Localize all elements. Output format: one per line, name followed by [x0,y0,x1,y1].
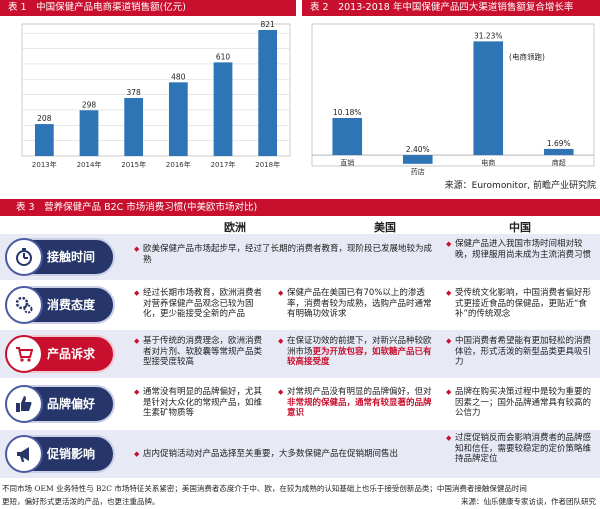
data-label: 31.23% [474,31,503,40]
table-row-brand-preference: 品牌偏好 通常没有明显的品牌偏好，尤其是针对大众化的常规产品，如维生素矿物质等 … [0,380,600,428]
footnote: 不同市场 OEM 业务特性与 B2C 市场特征关系紧密；美国消费者态度介于中、欧… [2,484,596,506]
footnote-credit: 来源：仙乐健康专家访谈，作者团队研究 [461,497,596,506]
row-label-contact-time: 接触时间 [5,238,115,276]
x-tick-label: 电商 [481,158,495,167]
data-label: 2.40% [406,145,430,154]
data-label: 208 [37,114,52,123]
cell-usa-brand-preference: 对常规产品没有明显的品牌偏好，但对非常规的保健品，通常有较显著的品牌意识 [278,387,436,419]
x-tick-label: 2017年 [211,160,236,169]
chart2-title: 表 2 2013-2018 年中国保健产品四大渠道销售额复合增长率 [302,0,600,16]
data-label: 378 [127,88,142,97]
cell-europe-promotion: 店内促销活动对产品选择至关重要，大多数保健产品在促销期间售出 [134,449,434,460]
annotation: (电商领跑) [509,51,545,61]
x-tick-label: 2018年 [255,160,280,169]
bar-2015年 [124,97,144,156]
row-label-attitude: 消费态度 [5,286,115,324]
column-header-usa: 美国 [374,221,396,234]
x-tick-label: 2016年 [166,160,191,169]
table-row-promotion: 促销影响 店内促销活动对产品选择至关重要，大多数保健产品在促销期间售出 过度促销… [0,430,600,478]
chart2-bar-chart: 10.18% 直销 2.40% 药店 31.23% 电商 (电商领跑) 1.69% 商超 [311,23,595,176]
x-tick-label: 2013年 [32,160,57,169]
data-label: 1.69% [547,139,571,148]
data-label: 610 [216,52,231,61]
bar-药店 [402,155,433,164]
table-row-product-demand: 产品诉求 基于传统的消费理念，欧洲消费者对片剂、软胶囊等常规产品类型接受度较高 … [0,330,600,378]
cell-china-brand-preference: 品牌在购买决策过程中是较为重要的因素之一；国外品牌通常具有较高的公信力 [446,387,596,419]
bar-商超 [543,148,574,156]
column-header-china: 中国 [509,221,531,234]
timer-icon [16,248,32,266]
bar-直销 [332,118,363,156]
x-tick-label: 直销 [340,158,354,167]
x-tick-label: 2014年 [77,160,102,169]
data-label: 10.18% [333,108,362,117]
table-row-contact-time: 接触时间 欧美保健产品市场起步早，经过了长期的消费者教育，现阶段已发展地较为成熟… [0,234,600,280]
usa-product-demand-highlight: 更为开放包容，如软糖产品已有较高接受度 [287,346,432,368]
x-tick-label: 商超 [552,158,566,167]
gears-icon [15,296,33,314]
bar-2016年 [168,82,188,156]
bar-电商 [473,41,504,156]
cell-europe-contact-time: 欧美保健产品市场起步早，经过了长期的消费者教育，现阶段已发展地较为成熟 [134,244,434,265]
cell-china-attitude: 受传统文化影响，中国消费者偏好形式更接近食品的保健品，更贴近“食补”的传统观念 [446,288,596,320]
row-label-product-demand: 产品诉求 [5,335,115,373]
megaphone-icon [17,447,29,462]
x-tick-label: 药店 [411,167,425,176]
x-tick-label: 2015年 [121,160,146,169]
bar-2017年 [213,62,233,156]
cart-icon [16,347,34,362]
cell-usa-attitude: 保健产品在美国已有70%以上的渗透率，消费者较为成熟，选购产品时通常有明确功效诉… [278,288,436,320]
data-label: 298 [82,100,97,109]
row-label-brand-preference: 品牌偏好 [5,385,115,423]
cell-china-promotion: 过度促销反而会影响消费者的品牌感知和信任，需要较稳定的定价策略维持品牌定位 [446,433,596,465]
cell-europe-brand-preference: 通常没有明显的品牌偏好，尤其是针对大众化的常规产品，如维生素矿物质等 [134,387,262,419]
cell-usa-product-demand: 在保证功效的前提下，对新兴品种较欧洲市场更为开放包容，如软糖产品已有较高接受度 [278,336,436,368]
column-header-europe: 欧洲 [224,221,246,234]
usa-brand-preference-highlight: 非常规的保健品，通常有较显著的品牌意识 [287,397,432,419]
bar-2014年 [79,110,99,156]
cell-china-contact-time: 保健产品进入我国市场时间相对较晚，规律服用尚未成为主流消费习惯 [446,239,596,260]
cell-europe-attitude: 经过长期市场教育，欧洲消费者对营养保健产品观念已较为固化，更少能接受全新的产品 [134,288,262,320]
chart1-title: 表 1 中国保健产品电商渠道销售额(亿元) [0,0,296,16]
chart-source-note: 来源：Euromonitor, 前瞻产业研究院 [444,181,596,191]
cell-china-product-demand: 中国消费者希望能有更加轻松的消费体验，形式活泼的新型品类更具吸引力 [446,336,596,368]
cell-europe-product-demand: 基于传统的消费理念，欧洲消费者对片剂、软胶囊等常规产品类型接受度较高 [134,336,262,368]
data-label: 480 [171,72,186,81]
chart1-bar-chart: 208 2013年 298 2014年 378 2015年 480 2016年 610 2017年… [21,20,291,169]
table3-title: 表 3 营养保健产品 B2C 市场消费习惯(中美欧市场对比) [0,199,600,216]
table-row-attitude: 消费态度 经过长期市场教育，欧洲消费者对营养保健产品观念已较为固化，更少能接受全… [0,282,600,328]
bar-2018年 [258,29,278,156]
thumb-icon [16,396,32,412]
data-label: 821 [261,20,276,29]
row-label-promotion: 促销影响 [5,435,115,473]
plot-area [21,23,291,157]
bar-2013年 [34,124,54,156]
